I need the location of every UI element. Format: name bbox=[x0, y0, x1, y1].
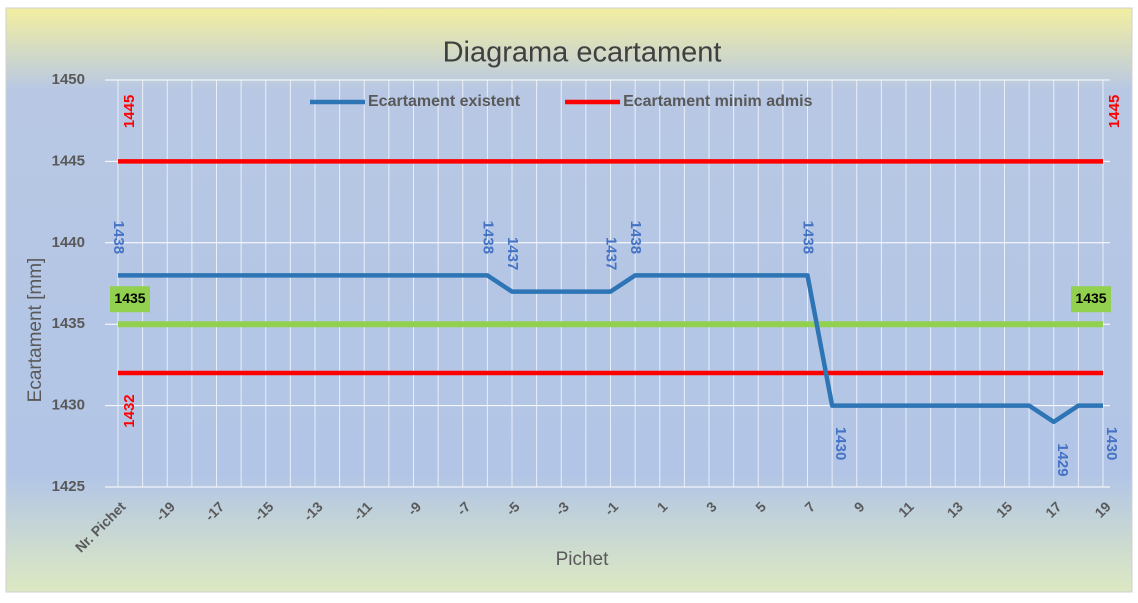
series-line bbox=[118, 273, 1103, 425]
x-axis-title: Pichet bbox=[556, 549, 610, 570]
y-tick-label: 1430 bbox=[52, 397, 85, 414]
data-label: 1435 bbox=[1075, 290, 1106, 306]
y-tick-label: 1445 bbox=[52, 152, 85, 169]
y-tick-label: 1440 bbox=[52, 234, 85, 251]
data-label: 1437 bbox=[504, 237, 521, 270]
y-tick-label: 1425 bbox=[52, 478, 85, 495]
data-label: 1430 bbox=[1103, 427, 1120, 460]
y-axis-title: Ecartament [mm] bbox=[25, 258, 46, 403]
data-label-box bbox=[110, 286, 150, 313]
data-label: 1432 bbox=[121, 394, 138, 427]
data-label: 1429 bbox=[1054, 443, 1071, 476]
data-label: 1445 bbox=[121, 95, 138, 128]
data-label: 1437 bbox=[603, 237, 620, 270]
data-label: 1445 bbox=[1106, 95, 1123, 128]
data-label: 1438 bbox=[110, 221, 127, 254]
data-label: 1438 bbox=[800, 221, 817, 254]
data-label: 1435 bbox=[114, 290, 145, 306]
y-tick-label: 1435 bbox=[52, 315, 85, 332]
y-tick-label: 1450 bbox=[52, 71, 85, 88]
data-label-box bbox=[1071, 286, 1111, 313]
legend-label: Ecartament existent bbox=[368, 93, 521, 110]
data-label: 1430 bbox=[832, 427, 849, 460]
legend-label: Ecartament minim admis bbox=[623, 93, 813, 110]
chart-title: Diagrama ecartament bbox=[443, 37, 722, 69]
data-label: 1438 bbox=[627, 221, 644, 254]
chart-background bbox=[5, 7, 1133, 593]
data-label: 1438 bbox=[479, 221, 496, 254]
